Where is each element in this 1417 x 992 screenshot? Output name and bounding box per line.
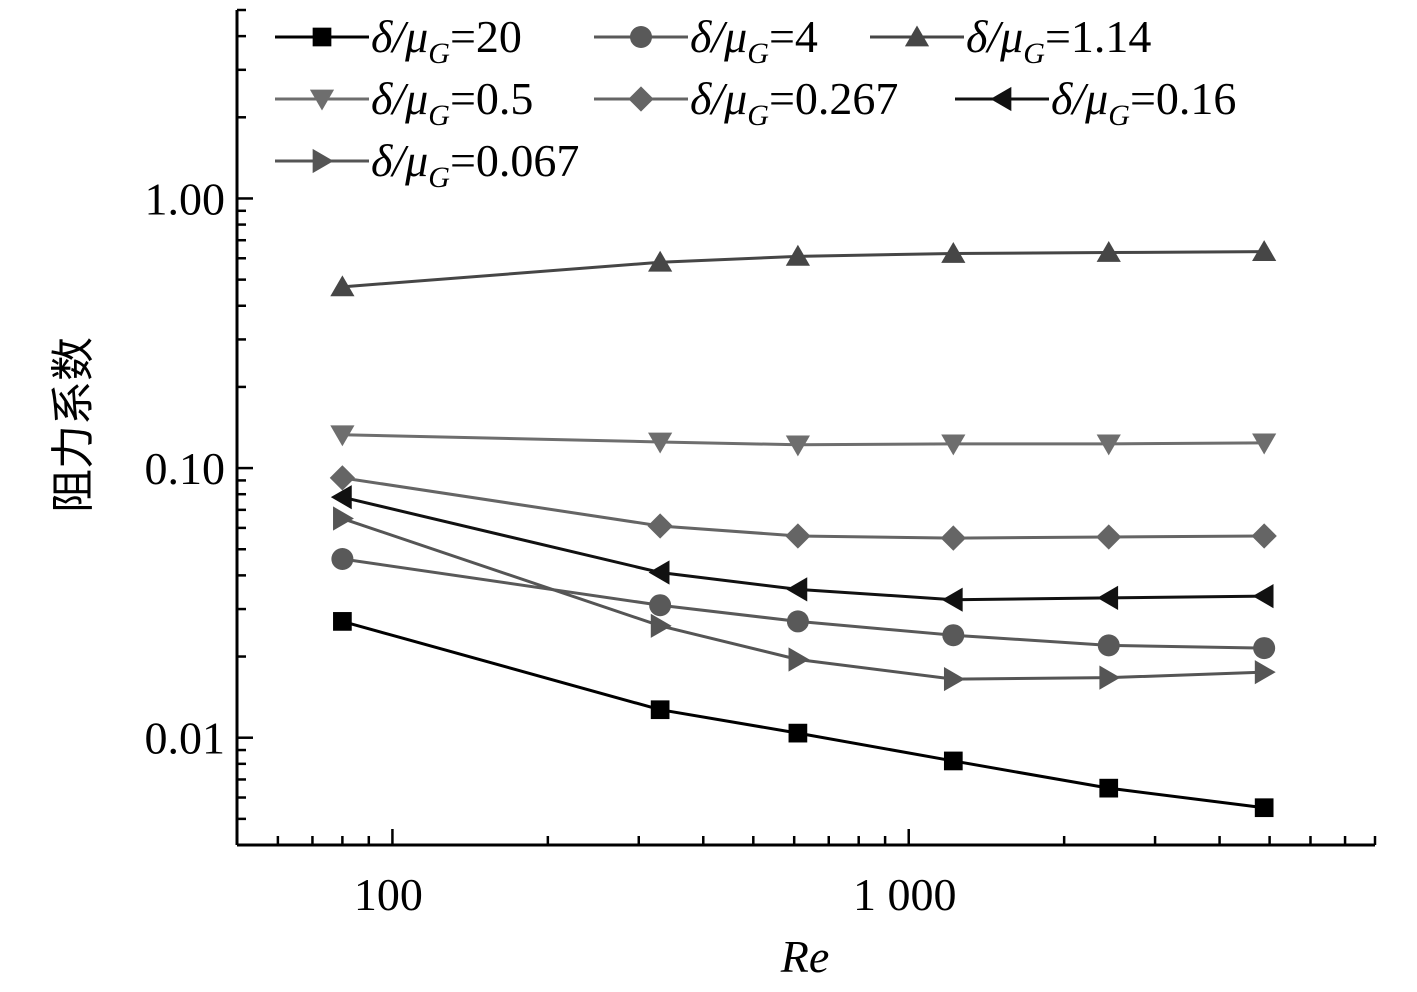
data-point bbox=[941, 587, 963, 612]
series-line bbox=[342, 250, 1265, 289]
series-6 bbox=[330, 485, 1274, 612]
data-point bbox=[648, 250, 673, 272]
data-point bbox=[785, 435, 810, 457]
data-point bbox=[1252, 240, 1277, 261]
y-axis-title: 阻力系数 bbox=[48, 337, 99, 513]
x-tick-label: 100 bbox=[354, 869, 423, 920]
legend: δ/μG=20 δ/μG=4 δ/μG=1.14 δ/μG=0.5 δ/μG=0.267… bbox=[275, 11, 1236, 194]
series-3 bbox=[330, 240, 1277, 297]
axes: 0.01 0.10 1.00 100 1 000 bbox=[145, 8, 1377, 920]
data-point bbox=[330, 275, 355, 297]
legend-item-4: δ/μG=0.5 bbox=[275, 73, 533, 132]
data-point bbox=[1096, 241, 1121, 262]
legend-label: δ/μG=0.16 bbox=[1051, 73, 1236, 132]
legend-marker bbox=[309, 89, 335, 111]
x-axis-title: Re bbox=[780, 931, 830, 982]
data-point bbox=[1252, 584, 1274, 609]
series-line bbox=[342, 433, 1265, 447]
data-point bbox=[330, 485, 352, 510]
data-point bbox=[1099, 665, 1121, 690]
data-point bbox=[329, 465, 356, 491]
legend-marker bbox=[990, 86, 1012, 112]
legend-item-5: δ/μG=0.267 bbox=[594, 73, 898, 132]
data-point bbox=[331, 548, 354, 571]
data-point bbox=[648, 432, 673, 454]
data-point bbox=[650, 700, 670, 720]
series-line bbox=[342, 557, 1265, 650]
data-point bbox=[1099, 778, 1119, 798]
legend-marker bbox=[904, 25, 930, 47]
series-4 bbox=[330, 425, 1277, 457]
data-point bbox=[1251, 523, 1277, 549]
data-point bbox=[649, 594, 672, 617]
x-tick-label: 1 000 bbox=[853, 869, 957, 920]
data-point bbox=[650, 613, 672, 638]
data-point bbox=[647, 513, 673, 539]
legend-item-3: δ/μG=1.14 bbox=[870, 11, 1151, 70]
legend-marker bbox=[630, 26, 652, 48]
y-tick-label: 0.01 bbox=[145, 713, 226, 764]
series-5 bbox=[329, 465, 1277, 551]
series-7 bbox=[333, 506, 1276, 692]
data-point bbox=[1253, 637, 1276, 660]
legend-item-1: δ/μG=20 bbox=[275, 11, 522, 70]
legend-label: δ/μG=0.067 bbox=[371, 135, 579, 194]
series-line bbox=[342, 476, 1265, 540]
data-point bbox=[943, 666, 965, 692]
data-point bbox=[785, 244, 810, 266]
data-point bbox=[648, 560, 670, 585]
data-point bbox=[943, 751, 963, 771]
legend-item-6: δ/μG=0.16 bbox=[955, 73, 1236, 132]
data-point bbox=[788, 647, 810, 672]
data-point bbox=[942, 624, 965, 647]
data-point bbox=[941, 434, 966, 456]
legend-marker bbox=[628, 86, 654, 112]
legend-label: δ/μG=20 bbox=[371, 11, 522, 70]
data-point bbox=[786, 577, 808, 602]
series-line bbox=[341, 619, 1265, 810]
data-point bbox=[1096, 434, 1121, 456]
data-point bbox=[786, 610, 809, 633]
data-point bbox=[1254, 660, 1276, 685]
y-tick-label: 0.10 bbox=[145, 443, 226, 494]
legend-label: δ/μG=1.14 bbox=[966, 11, 1151, 70]
data-point bbox=[333, 506, 354, 531]
series-line bbox=[341, 517, 1265, 681]
legend-label: δ/μG=0.5 bbox=[371, 73, 533, 132]
data-point bbox=[1096, 524, 1122, 550]
legend-label: δ/μG=0.267 bbox=[690, 73, 898, 132]
legend-label: δ/μG=4 bbox=[690, 11, 818, 70]
data-point bbox=[333, 612, 352, 631]
legend-marker bbox=[312, 148, 334, 174]
data-point bbox=[1252, 433, 1277, 455]
data-point bbox=[330, 425, 355, 447]
data-point bbox=[788, 723, 808, 743]
data-point bbox=[1254, 798, 1274, 818]
legend-item-2: δ/μG=4 bbox=[594, 11, 818, 70]
series-2 bbox=[331, 548, 1276, 660]
data-point bbox=[941, 241, 966, 263]
series-line bbox=[342, 495, 1265, 602]
data-point bbox=[1097, 634, 1120, 657]
data-point bbox=[1097, 585, 1119, 611]
series-1 bbox=[333, 612, 1274, 818]
legend-marker bbox=[312, 27, 332, 47]
legend-item-7: δ/μG=0.067 bbox=[275, 135, 579, 194]
data-point bbox=[785, 523, 811, 549]
series-layer bbox=[329, 240, 1277, 818]
data-point bbox=[940, 525, 966, 551]
y-tick-label: 1.00 bbox=[145, 173, 226, 224]
